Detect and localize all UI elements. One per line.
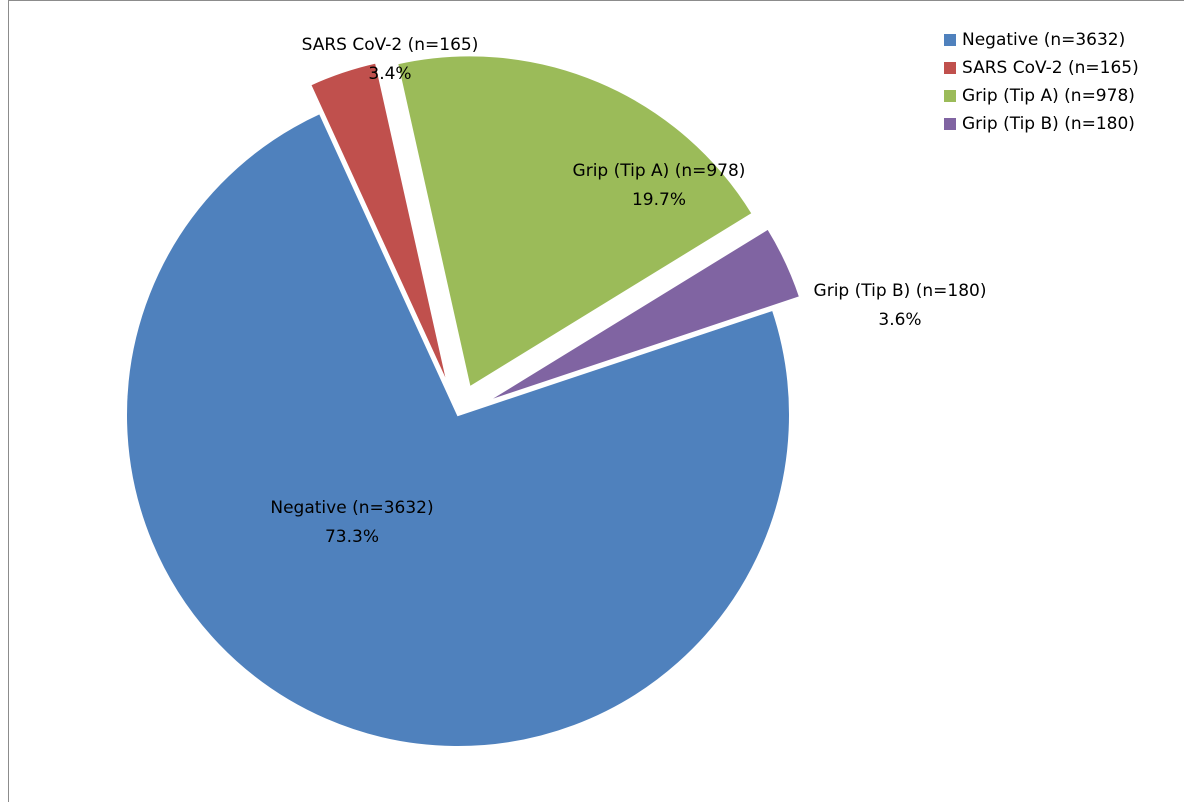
legend-item-sars-cov-2: SARS CoV-2 (n=165) — [944, 54, 1139, 82]
data-label-name-sars-cov-2: SARS CoV-2 (n=165) — [302, 35, 479, 55]
data-label-name-negative: Negative (n=3632) — [270, 498, 433, 518]
chart-frame — [8, 0, 1184, 802]
data-label-percent-sars-cov-2: 3.4% — [368, 64, 411, 84]
legend-item-grip-tip-b: Grip (Tip B) (n=180) — [944, 110, 1139, 138]
legend-swatch-grip-tip-b — [944, 118, 956, 130]
data-label-percent-grip-tip-b: 3.6% — [878, 310, 921, 330]
pie-slice-sars-cov-2 — [308, 61, 450, 387]
data-labels: Negative (n=3632) 73.3% SARS CoV-2 (n=16… — [270, 35, 986, 547]
legend-swatch-negative — [944, 34, 956, 46]
legend-item-negative: Negative (n=3632) — [944, 26, 1139, 54]
legend-label-negative: Negative (n=3632) — [962, 30, 1126, 50]
data-label-percent-grip-tip-a: 19.7% — [632, 190, 686, 210]
pie-slice-grip-tip-a — [395, 54, 754, 389]
data-label-percent-negative: 73.3% — [325, 527, 379, 547]
legend-label-grip-tip-a: Grip (Tip A) (n=978) — [962, 86, 1135, 106]
legend-swatch-sars-cov-2 — [944, 62, 956, 74]
legend-label-grip-tip-b: Grip (Tip B) (n=180) — [962, 114, 1135, 134]
legend-label-sars-cov-2: SARS CoV-2 (n=165) — [962, 58, 1139, 78]
pie-slices — [125, 54, 802, 748]
legend-swatch-grip-tip-a — [944, 90, 956, 102]
data-label-name-grip-tip-b: Grip (Tip B) (n=180) — [814, 281, 987, 301]
data-label-name-grip-tip-a: Grip (Tip A) (n=978) — [573, 161, 746, 181]
pie-slice-negative — [125, 111, 791, 748]
pie-slice-grip-tip-b — [484, 227, 802, 404]
legend: Negative (n=3632) SARS CoV-2 (n=165) Gri… — [944, 26, 1139, 138]
legend-item-grip-tip-a: Grip (Tip A) (n=978) — [944, 82, 1139, 110]
